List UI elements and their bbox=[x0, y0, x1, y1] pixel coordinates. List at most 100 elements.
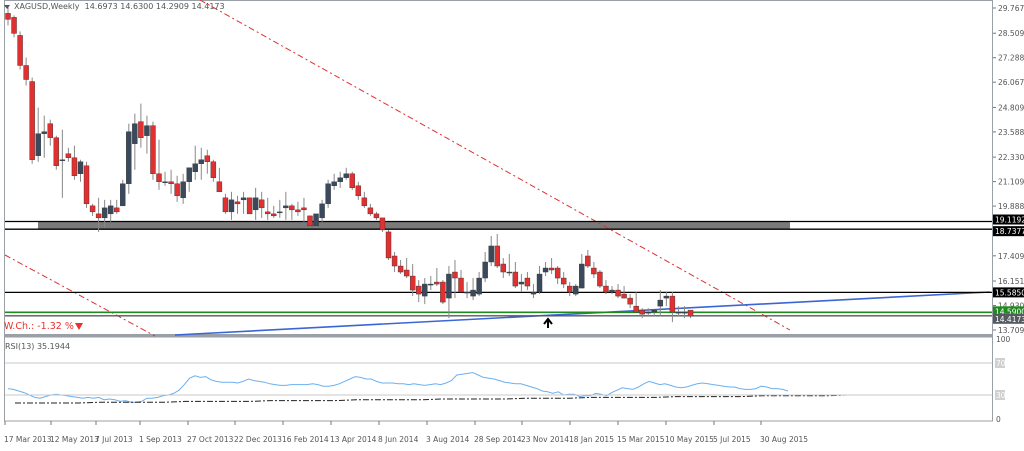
candle-body bbox=[500, 263, 506, 273]
candle bbox=[337, 171, 343, 188]
candle-body bbox=[83, 165, 90, 205]
candle-body bbox=[675, 311, 682, 314]
price-badge-bg bbox=[993, 226, 1024, 237]
candle bbox=[579, 253, 585, 289]
candle bbox=[464, 282, 470, 299]
rsi-level-badge bbox=[995, 390, 1005, 400]
y-tick-label: 28.5090 bbox=[998, 29, 1024, 38]
candle-body bbox=[313, 213, 319, 227]
rsi-label: RSI(13) 35.1944 bbox=[5, 342, 71, 351]
candle-body bbox=[639, 309, 645, 315]
candle bbox=[512, 262, 519, 289]
candle bbox=[59, 129, 66, 198]
y-tick-label: 14.9300 bbox=[998, 302, 1024, 311]
candle-body bbox=[548, 267, 555, 271]
candle bbox=[446, 266, 452, 319]
collapse-triangle-icon[interactable] bbox=[4, 4, 10, 9]
chart-title: XAGUSD,Weekly 14.6973 14.6300 14.2909 14… bbox=[4, 2, 225, 11]
x-tick-label: 8 Jun 2014 bbox=[378, 435, 419, 444]
candle-body bbox=[609, 289, 615, 293]
candle-body bbox=[240, 197, 247, 201]
x-tick-label: 1 Sep 2013 bbox=[139, 435, 182, 444]
candle bbox=[355, 181, 362, 200]
candle bbox=[609, 286, 615, 295]
candle-body bbox=[361, 197, 368, 207]
candle bbox=[77, 159, 84, 182]
x-tick-label: 27 Oct 2013 bbox=[187, 435, 234, 444]
candle bbox=[126, 123, 132, 194]
candle-body bbox=[349, 173, 355, 189]
rsi-level-badge bbox=[995, 358, 1005, 368]
candle bbox=[675, 306, 682, 317]
candle bbox=[89, 203, 96, 216]
candle bbox=[494, 233, 500, 269]
candle-body bbox=[621, 293, 627, 299]
candle bbox=[560, 272, 567, 289]
candle-body bbox=[337, 177, 343, 182]
weekly-change-label: W.Ch.: -1.32 % bbox=[4, 321, 74, 332]
y-tick-label: 13.7090 bbox=[998, 326, 1024, 335]
candle-body bbox=[216, 181, 223, 193]
candle-body bbox=[168, 181, 174, 184]
candle-body bbox=[579, 263, 585, 289]
candle bbox=[548, 257, 555, 275]
candle bbox=[482, 251, 488, 283]
price-badge: 19.1192 bbox=[993, 214, 1024, 225]
candle bbox=[234, 195, 241, 214]
panel-splitter[interactable] bbox=[4, 334, 993, 337]
price-badge-label: 18.7377 bbox=[995, 227, 1024, 236]
candle bbox=[385, 229, 392, 260]
candle bbox=[379, 217, 386, 232]
candle-body bbox=[101, 207, 108, 219]
candle-body bbox=[591, 267, 597, 275]
candle bbox=[258, 191, 265, 218]
candle-body bbox=[47, 123, 53, 138]
downtrend-line-lower bbox=[4, 254, 156, 337]
candle-body bbox=[385, 231, 392, 259]
candle bbox=[452, 259, 458, 299]
candle-body bbox=[409, 275, 416, 291]
candle bbox=[132, 113, 138, 170]
candle-body bbox=[391, 255, 398, 267]
candle-body bbox=[71, 157, 78, 176]
candle-body bbox=[458, 277, 464, 293]
candle-body bbox=[585, 255, 591, 267]
ohlc-values: 14.6973 14.6300 14.2909 14.4173 bbox=[84, 2, 225, 11]
candle bbox=[156, 139, 162, 190]
candle-body bbox=[446, 273, 452, 299]
candle bbox=[252, 187, 259, 220]
candle-body bbox=[114, 207, 120, 213]
x-tick-label: 12 May 2013 bbox=[50, 435, 99, 444]
x-tick-label: 3 Aug 2014 bbox=[426, 435, 469, 444]
candle-body bbox=[536, 273, 543, 293]
candle-body bbox=[95, 213, 102, 219]
candle bbox=[585, 249, 591, 269]
x-tick-label: 7 Jul 2013 bbox=[95, 435, 133, 444]
price-badge-bg bbox=[993, 287, 1024, 298]
candle-body bbox=[53, 137, 60, 166]
candle-body bbox=[77, 161, 84, 174]
rsi-axis-label: 70 bbox=[996, 359, 1006, 368]
candle-body bbox=[373, 213, 380, 219]
candle-body bbox=[150, 125, 156, 174]
candle bbox=[23, 57, 29, 86]
candle-body bbox=[434, 281, 440, 285]
candle-body bbox=[186, 167, 192, 182]
candle-body bbox=[422, 283, 428, 297]
candle-body bbox=[355, 185, 362, 197]
candle-body bbox=[488, 245, 494, 263]
y-tick-label: 27.2880 bbox=[998, 54, 1024, 63]
uptrend-line bbox=[174, 291, 991, 336]
candle bbox=[150, 121, 156, 180]
candle bbox=[440, 280, 446, 305]
candle-body bbox=[283, 205, 289, 209]
candle-body bbox=[107, 205, 114, 215]
candle-body bbox=[567, 285, 573, 293]
candle bbox=[17, 31, 23, 70]
candle-body bbox=[295, 209, 301, 213]
candle-body bbox=[234, 201, 241, 205]
candle-body bbox=[325, 183, 331, 205]
candle bbox=[573, 284, 579, 297]
x-tick-label: 28 Sep 2014 bbox=[474, 435, 522, 444]
